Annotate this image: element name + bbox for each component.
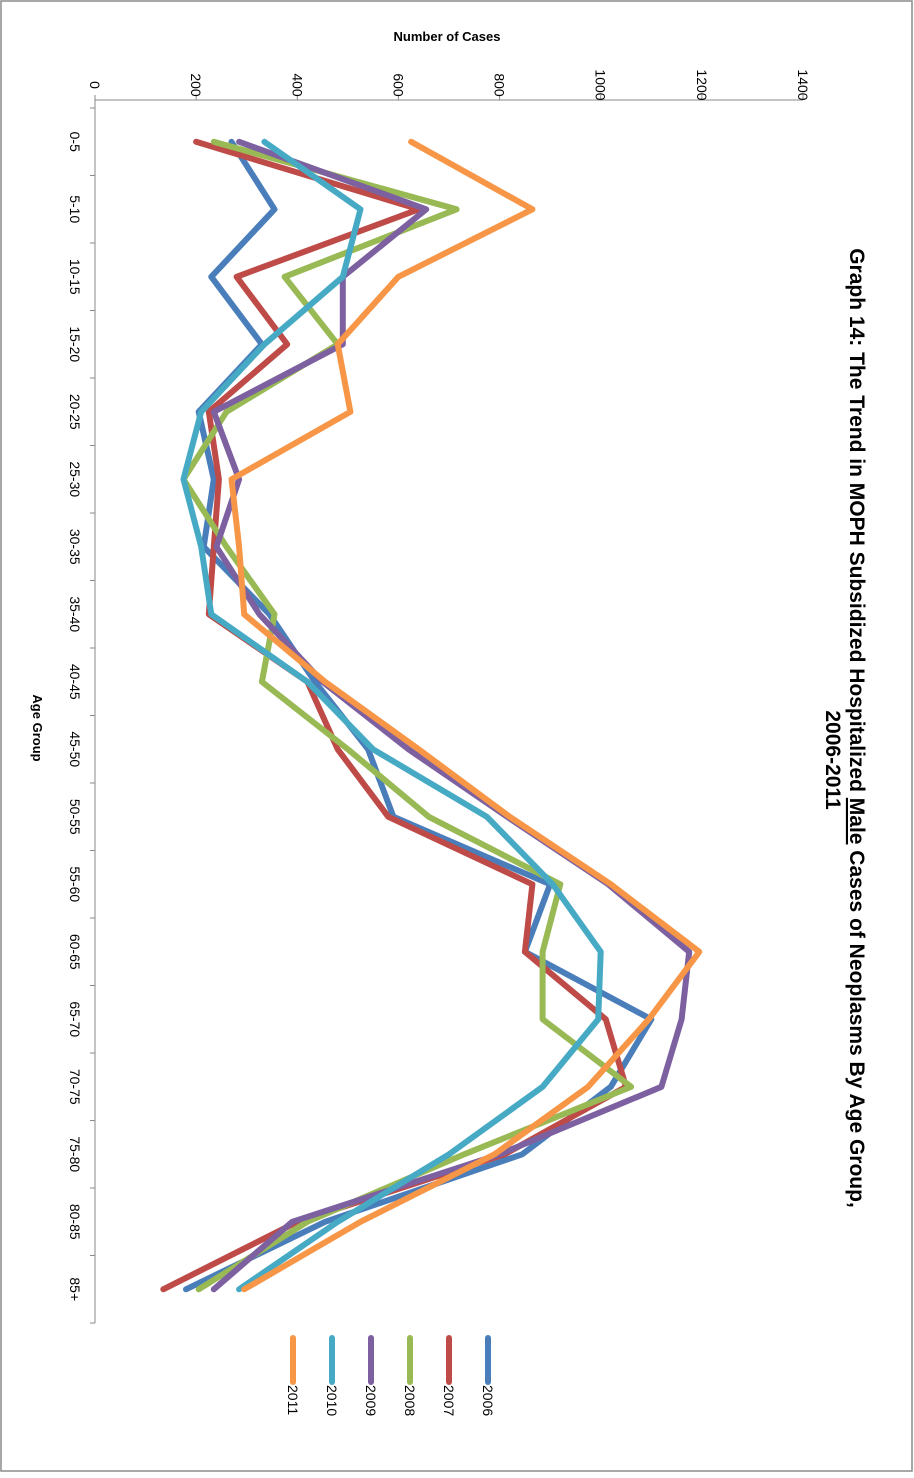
legend-label: 2011 xyxy=(285,1385,301,1415)
legend-item-2010: 2010 xyxy=(324,1335,340,1416)
chart-title-part1: Graph 14: The Trend in MOPH Subsidized H… xyxy=(845,248,868,798)
value-axis: 0 200 400 600 800 1000 1200 1400 xyxy=(87,69,811,100)
value-tick-label: 1000 xyxy=(593,69,609,100)
value-tick-label: 0 xyxy=(87,81,103,89)
legend-item-2007: 2007 xyxy=(441,1335,457,1416)
value-tick-label: 200 xyxy=(188,73,204,97)
category-tick-label: 75-80 xyxy=(67,1136,83,1172)
value-tick-label: 600 xyxy=(390,73,406,97)
legend: 2006 2007 2008 2009 2010 2011 xyxy=(285,1335,496,1416)
legend-item-2006: 2006 xyxy=(480,1335,496,1416)
category-tick-label: 15-20 xyxy=(67,326,83,362)
legend-label: 2010 xyxy=(324,1385,340,1416)
chart-title-line1: Graph 14: The Trend in MOPH Subsidized H… xyxy=(845,248,868,1208)
series-line-2008 xyxy=(180,138,635,1293)
x-axis-title: Age Group xyxy=(30,694,45,761)
legend-label: 2007 xyxy=(441,1385,457,1416)
category-tick-label: 70-75 xyxy=(67,1069,83,1105)
value-tick-label: 400 xyxy=(289,73,305,97)
series-line-2010 xyxy=(180,138,604,1293)
category-tick-label: 5-10 xyxy=(67,195,83,223)
legend-item-2011: 2011 xyxy=(285,1335,301,1415)
series-line-2009 xyxy=(210,138,693,1293)
category-tick-label: 20-25 xyxy=(67,394,83,430)
category-tick-label: 45-50 xyxy=(67,731,83,767)
value-tick-label: 800 xyxy=(492,73,508,97)
category-tick-label: 50-55 xyxy=(67,799,83,835)
legend-label: 2006 xyxy=(480,1385,496,1416)
legend-item-2008: 2008 xyxy=(402,1335,418,1416)
series-line-2011 xyxy=(228,138,703,1293)
chart-title-male: Male xyxy=(845,798,868,845)
chart-title-line2: 2006-2011 xyxy=(821,710,844,810)
category-tick-label: 55-60 xyxy=(67,866,83,902)
legend-label: 2008 xyxy=(402,1385,418,1416)
category-tick-label: 0-5 xyxy=(67,132,83,152)
category-tick-label: 85+ xyxy=(67,1277,83,1301)
category-tick-label: 35-40 xyxy=(67,596,83,632)
category-tick-label: 40-45 xyxy=(67,664,83,700)
value-tick-label: 1400 xyxy=(795,69,811,100)
chart-title-part2: Cases of Neoplasms By Age Group, xyxy=(845,844,868,1207)
value-tick-label: 1200 xyxy=(694,69,710,100)
y-axis-title: Number of Cases xyxy=(394,29,501,44)
category-tick-label: 25-30 xyxy=(67,461,83,497)
category-tick-label: 80-85 xyxy=(67,1204,83,1240)
legend-item-2009: 2009 xyxy=(363,1335,379,1416)
category-axis: 0-5 5-10 10-15 15-20 20-25 25-30 30-35 35-40 40-… xyxy=(67,100,96,1324)
category-tick-label: 10-15 xyxy=(67,259,83,295)
category-tick-label: 30-35 xyxy=(67,529,83,565)
legend-label: 2009 xyxy=(363,1385,379,1416)
category-tick-label: 65-70 xyxy=(67,1001,83,1037)
series-layer xyxy=(160,138,703,1293)
category-tick-label: 60-65 xyxy=(67,934,83,970)
